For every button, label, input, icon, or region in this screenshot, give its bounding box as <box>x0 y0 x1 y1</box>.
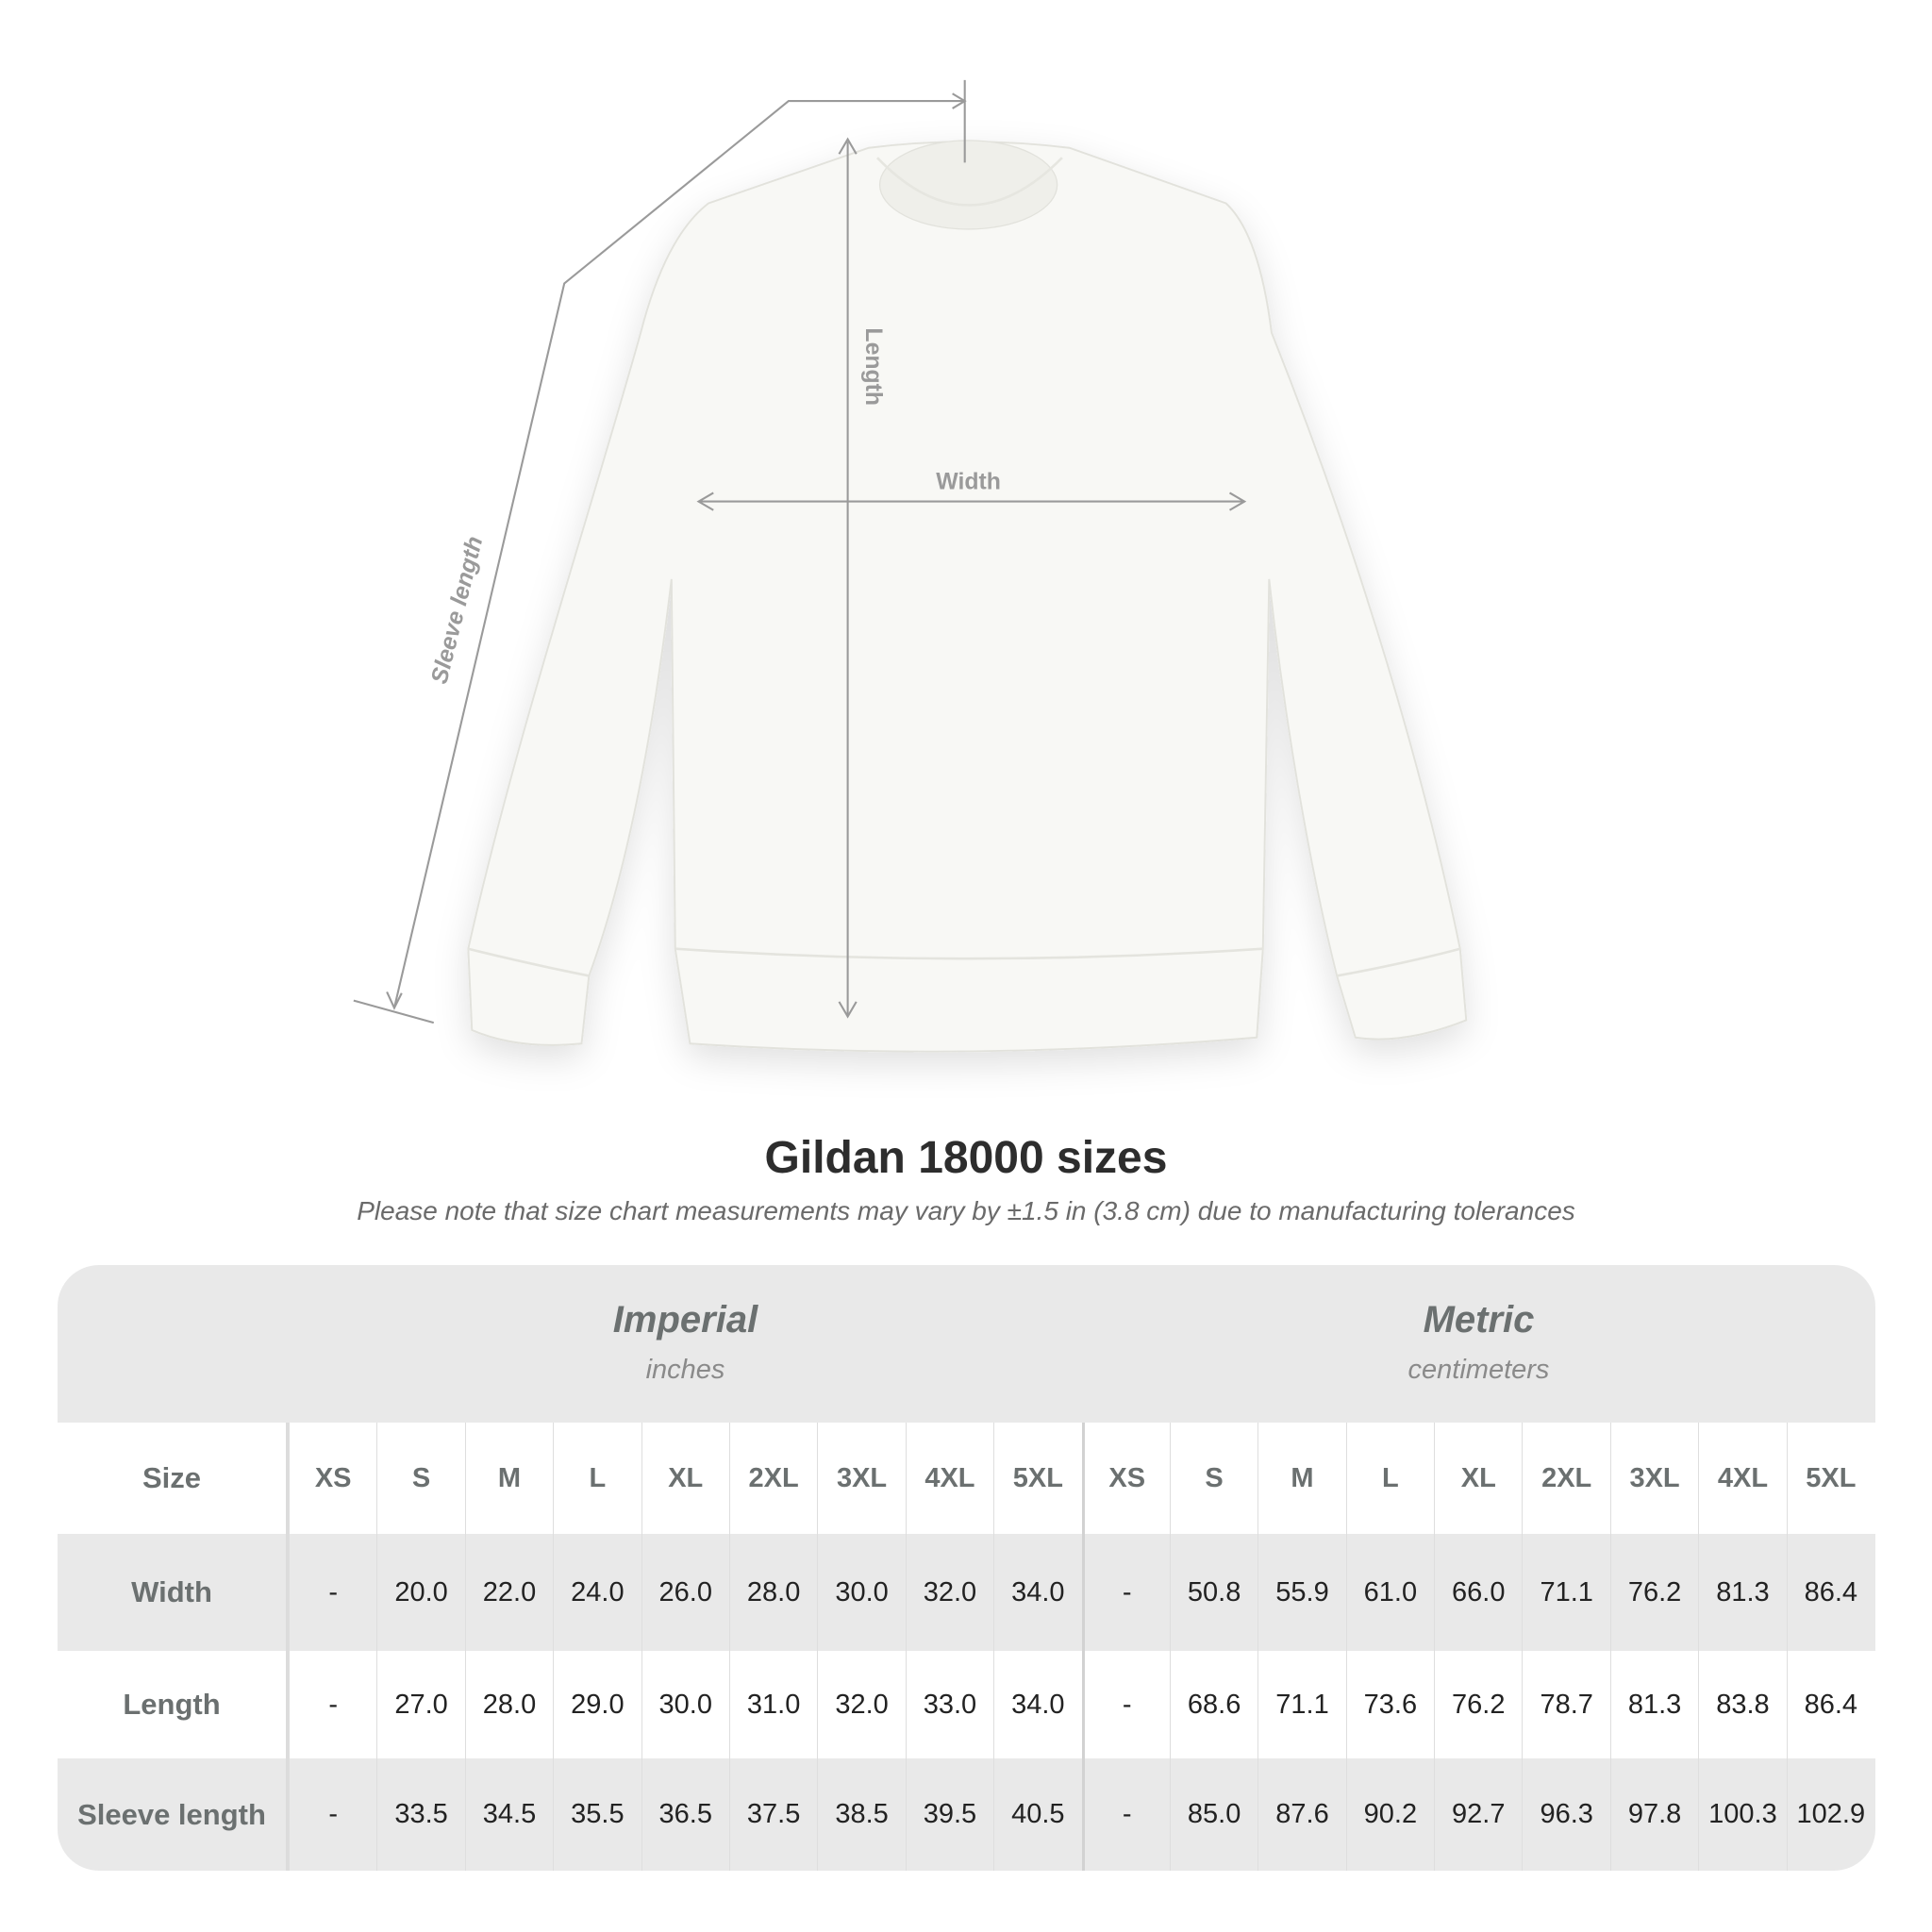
metric-cell: L <box>1345 1423 1434 1534</box>
metric-cell: 85.0 <box>1169 1758 1257 1871</box>
table-row: Width -20.0 22.0 24.0 26.0 28.0 30.0 32.0 34.0-5… <box>58 1534 1875 1651</box>
imperial-cell: 28.0 <box>728 1534 817 1651</box>
row-label: Sleeve length <box>58 1758 289 1871</box>
imperial-cell: 31.0 <box>728 1651 817 1758</box>
imperial-cell: 34.0 <box>993 1651 1081 1758</box>
row-label: Length <box>58 1651 289 1758</box>
imperial-cell: S <box>376 1423 464 1534</box>
metric-cell: 76.2 <box>1609 1534 1698 1651</box>
group-unit: centimeters <box>1407 1355 1550 1385</box>
imperial-cell: 5XL <box>993 1423 1081 1534</box>
metric-cell: 3XL <box>1609 1423 1698 1534</box>
metric-cell: - <box>1081 1758 1170 1871</box>
imperial-cell: L <box>553 1423 641 1534</box>
group-unit: inches <box>645 1355 725 1385</box>
imperial-cell: 32.0 <box>905 1534 993 1651</box>
imperial-cell: 30.0 <box>817 1534 905 1651</box>
metric-cell: 92.7 <box>1434 1758 1522 1871</box>
metric-cell: 76.2 <box>1434 1651 1522 1758</box>
metric-cell: 66.0 <box>1434 1534 1522 1651</box>
sweatshirt <box>467 140 1468 1053</box>
length-label: Length <box>860 327 886 406</box>
group-name: Imperial <box>612 1299 758 1341</box>
metric-cell: 68.6 <box>1169 1651 1257 1758</box>
metric-cell: 61.0 <box>1345 1534 1434 1651</box>
metric-cell: 96.3 <box>1522 1758 1609 1871</box>
metric-cell: 83.8 <box>1698 1651 1786 1758</box>
imperial-cell: XL <box>641 1423 729 1534</box>
metric-cell: 97.8 <box>1609 1758 1698 1871</box>
table-row: Length -27.0 28.0 29.0 30.0 31.0 32.0 33.0 34.0-… <box>58 1651 1875 1758</box>
metric-header: Metric centimeters <box>1082 1265 1875 1423</box>
metric-cell: 87.6 <box>1257 1758 1345 1871</box>
imperial-cell: - <box>289 1758 376 1871</box>
imperial-cell: 33.0 <box>905 1651 993 1758</box>
imperial-cell: 33.5 <box>376 1758 464 1871</box>
metric-cell: 4XL <box>1698 1423 1786 1534</box>
metric-cell: S <box>1169 1423 1257 1534</box>
size-table: Imperial inches Metric centimeters Size X… <box>58 1265 1875 1871</box>
sleeve-length-label: Sleeve length <box>426 534 488 687</box>
imperial-cell: - <box>289 1534 376 1651</box>
metric-cell: M <box>1257 1423 1345 1534</box>
imperial-cell: 39.5 <box>905 1758 993 1871</box>
metric-cell: 100.3 <box>1698 1758 1786 1871</box>
imperial-cell: 4XL <box>905 1423 993 1534</box>
imperial-cell: 27.0 <box>376 1651 464 1758</box>
imperial-cell: 22.0 <box>464 1534 553 1651</box>
table-row: Sleeve length -33.5 34.5 35.5 36.5 37.5 38.5 39… <box>58 1758 1875 1871</box>
row-label: Width <box>58 1534 289 1651</box>
metric-cell: 81.3 <box>1609 1651 1698 1758</box>
imperial-cell: 35.5 <box>553 1758 641 1871</box>
metric-cell: 78.7 <box>1522 1651 1609 1758</box>
imperial-cell: 34.5 <box>464 1758 553 1871</box>
row-label: Size <box>58 1423 289 1534</box>
imperial-cell: 37.5 <box>728 1758 817 1871</box>
metric-cell: 86.4 <box>1786 1651 1874 1758</box>
imperial-cell: 30.0 <box>641 1651 729 1758</box>
metric-cell: 73.6 <box>1345 1651 1434 1758</box>
imperial-cell: 36.5 <box>641 1758 729 1871</box>
imperial-cell: 29.0 <box>553 1651 641 1758</box>
metric-cell: - <box>1081 1651 1170 1758</box>
imperial-cell: 40.5 <box>993 1758 1081 1871</box>
measurement-lines <box>353 79 1247 1024</box>
imperial-cell: M <box>464 1423 553 1534</box>
imperial-cell: 20.0 <box>376 1534 464 1651</box>
metric-cell: XS <box>1081 1423 1170 1534</box>
imperial-cell: - <box>289 1651 376 1758</box>
imperial-cell: 2XL <box>728 1423 817 1534</box>
metric-cell: 81.3 <box>1698 1534 1786 1651</box>
page-title: Gildan 18000 sizes <box>764 1133 1168 1183</box>
imperial-cell: 26.0 <box>641 1534 729 1651</box>
imperial-cell: 32.0 <box>817 1651 905 1758</box>
metric-cell: 55.9 <box>1257 1534 1345 1651</box>
metric-cell: 50.8 <box>1169 1534 1257 1651</box>
imperial-cell: XS <box>289 1423 376 1534</box>
size-header-row: Size XS S M L XL 2XL 3XL 4XL 5XL XS S M L XL 2XL 3XL 4XL 5… <box>58 1423 1875 1534</box>
metric-cell: 71.1 <box>1257 1651 1345 1758</box>
group-name: Metric <box>1423 1299 1535 1341</box>
metric-cell: 71.1 <box>1522 1534 1609 1651</box>
imperial-cell: 28.0 <box>464 1651 553 1758</box>
tolerance-note: Please note that size chart measurements… <box>357 1196 1575 1225</box>
metric-cell: 86.4 <box>1786 1534 1874 1651</box>
metric-cell: 102.9 <box>1786 1758 1874 1871</box>
imperial-cell: 24.0 <box>553 1534 641 1651</box>
imperial-cell: 38.5 <box>817 1758 905 1871</box>
metric-cell: XL <box>1434 1423 1522 1534</box>
metric-cell: 90.2 <box>1345 1758 1434 1871</box>
sweatshirt-illustration: Length Width Sleeve length <box>353 79 1468 1053</box>
metric-cell: 5XL <box>1786 1423 1874 1534</box>
width-label: Width <box>936 470 1001 495</box>
imperial-cell: 3XL <box>817 1423 905 1534</box>
imperial-header: Imperial inches <box>289 1265 1082 1423</box>
metric-cell: 2XL <box>1522 1423 1609 1534</box>
metric-cell: - <box>1081 1534 1170 1651</box>
imperial-cell: 34.0 <box>993 1534 1081 1651</box>
